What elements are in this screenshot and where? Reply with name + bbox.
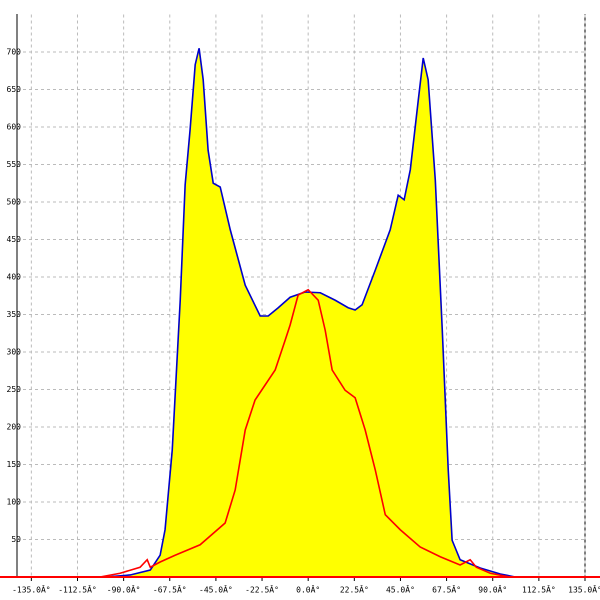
y-tick-label: 100 bbox=[7, 498, 22, 507]
area-fill bbox=[105, 48, 516, 577]
x-tick-label: 22.5Â° bbox=[340, 584, 369, 595]
y-tick-label: 400 bbox=[7, 273, 22, 282]
x-tick-label: 90.0Â° bbox=[478, 584, 507, 595]
y-tick-label: 500 bbox=[7, 198, 22, 207]
y-tick-label: 300 bbox=[7, 348, 22, 357]
x-tick-label: 135.0Â° bbox=[568, 584, 600, 595]
x-tick-label: -45.0Â° bbox=[199, 584, 233, 595]
x-tick-label: -67.5Â° bbox=[153, 584, 187, 595]
y-tick-label: 550 bbox=[7, 160, 22, 169]
y-tick-label: 350 bbox=[7, 310, 22, 319]
y-tick-label: 600 bbox=[7, 123, 22, 132]
x-tick-label: 45.0Â° bbox=[386, 584, 415, 595]
x-tick-label: -112.5Â° bbox=[58, 584, 97, 595]
x-tick-label: 67.5Â° bbox=[432, 584, 461, 595]
x-tick-label: -90.0Â° bbox=[107, 584, 141, 595]
y-tick-label: 250 bbox=[7, 385, 22, 394]
y-tick-label: 150 bbox=[7, 460, 22, 469]
y-tick-label: 450 bbox=[7, 235, 22, 244]
x-tick-label: -22.5Â° bbox=[245, 584, 279, 595]
x-tick-label: -135.0Â° bbox=[12, 584, 51, 595]
y-tick-label: 650 bbox=[7, 85, 22, 94]
y-tick-label: 200 bbox=[7, 423, 22, 432]
y-tick-label: 50 bbox=[11, 535, 21, 544]
series-line bbox=[99, 288, 511, 578]
y-tick-label: 700 bbox=[7, 48, 22, 57]
x-tick-label: 112.5Â° bbox=[522, 584, 556, 595]
x-tick-label: 0.0Â° bbox=[296, 584, 320, 595]
